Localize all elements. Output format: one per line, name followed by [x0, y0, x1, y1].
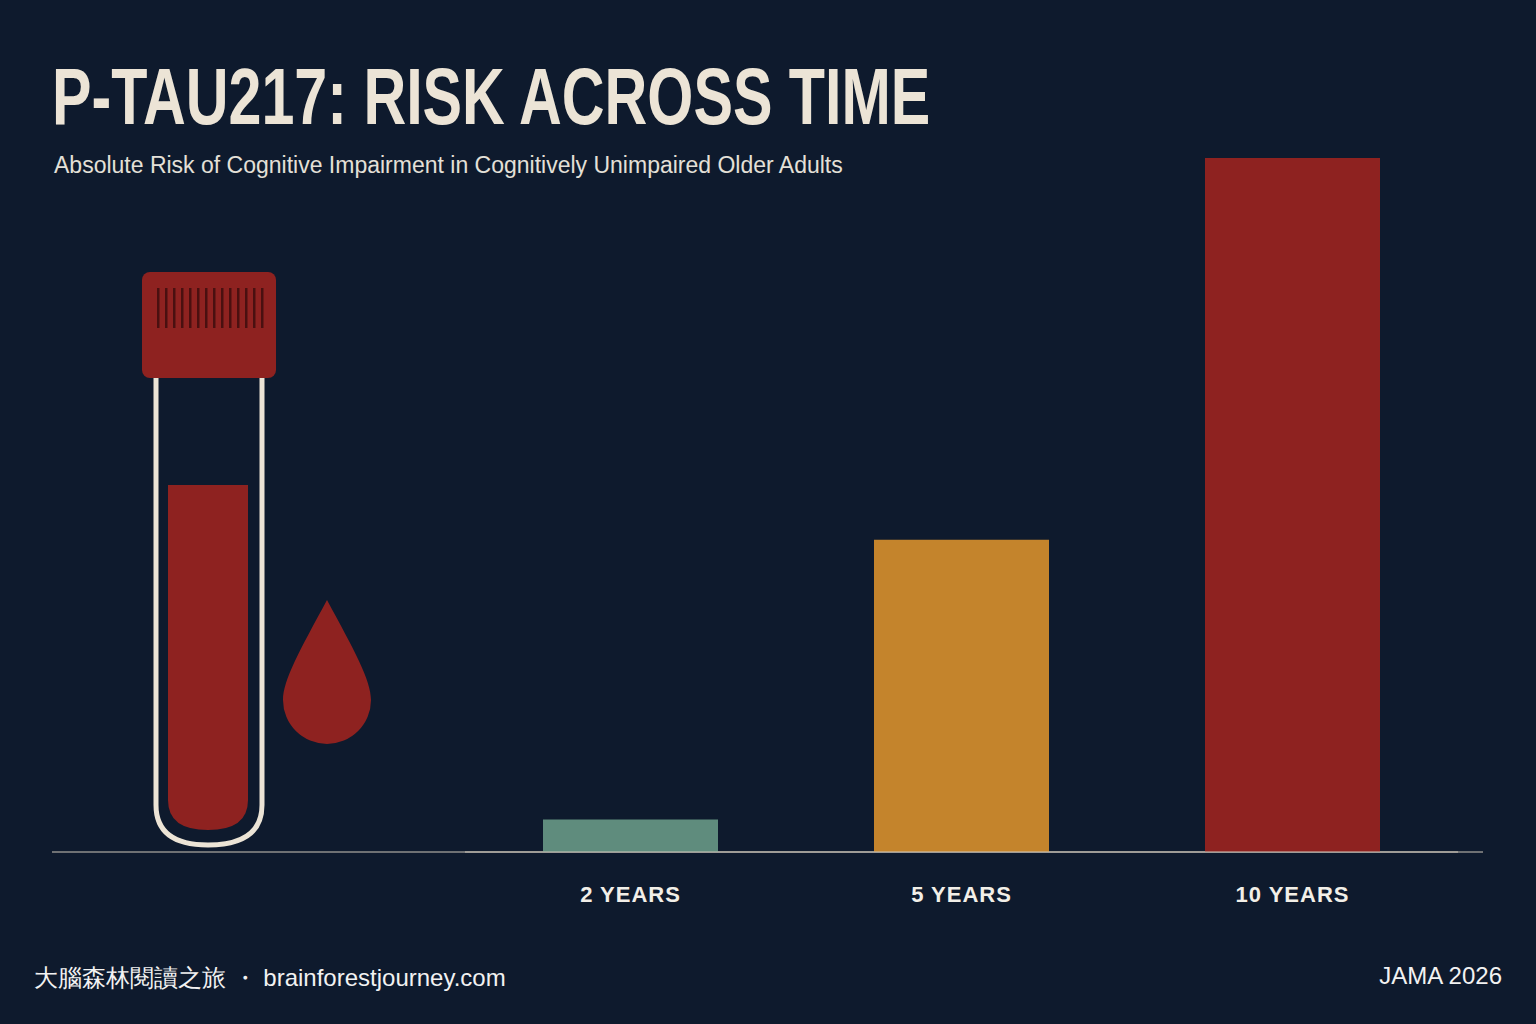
html-text:P-TAU217: RISK ACROSS TIME: P-TAU217: RISK ACROSS TIME [52, 52, 931, 141]
html-text:大腦森林閱讀之旅 ・ brainforestjourney.: 大腦森林閱讀之旅 ・ brainforestjourney.com [34, 964, 506, 991]
svg-text:10 YEARS: 10 YEARS [1236, 882, 1350, 907]
svg-text:2 YEARS: 2 YEARS [580, 882, 681, 907]
html-text:JAMA 2026: JAMA 2026 [1379, 962, 1502, 989]
html-text:Absolute Risk of Cognitive Imp: Absolute Risk of Cognitive Impairment in… [54, 152, 843, 178]
svg-text:5 YEARS: 5 YEARS [911, 882, 1012, 907]
